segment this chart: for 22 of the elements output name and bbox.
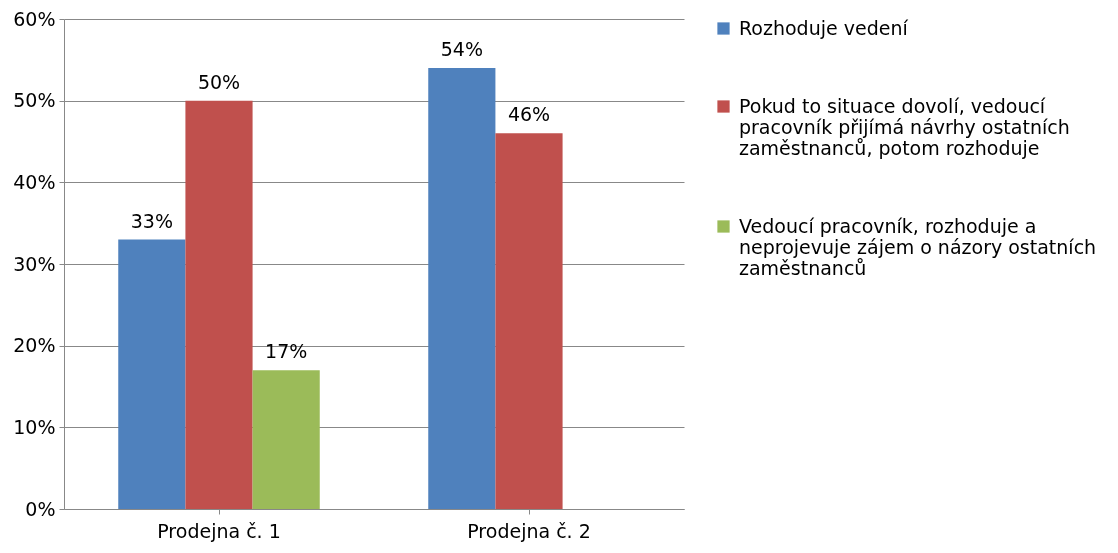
bar	[118, 239, 186, 509]
y-tick-label: 20%	[13, 334, 56, 357]
x-tick-label: Prodejna č. 2	[467, 519, 591, 542]
data-label: 33%	[130, 209, 173, 232]
y-tick-label: 10%	[13, 415, 56, 438]
bar	[495, 133, 563, 509]
bar	[185, 100, 253, 509]
y-tick-label: 30%	[13, 252, 56, 275]
data-label: 54%	[440, 38, 483, 60]
data-label: 50%	[197, 70, 241, 93]
bar	[252, 370, 320, 509]
legend-label: Rozhoduje vedení	[739, 16, 909, 39]
y-tick-label: 0%	[25, 497, 56, 520]
legend-label: Vedoucí pracovník, rozhoduje a neprojevuje zájem o názory ostatních zaměstnanců	[739, 214, 1097, 279]
x-tick-label: Prodejna č. 1	[157, 519, 281, 542]
legend-label: Pokud to situace dovolí, vedoucí pracovník přijímá návrhy ostatních zaměstnanců, potom rozhoduje	[739, 94, 1070, 159]
y-tick-label: 40%	[13, 170, 56, 193]
data-label: 17%	[265, 340, 308, 363]
bar	[428, 68, 496, 509]
data-label: 46%	[507, 103, 551, 126]
y-tick-label: 50%	[13, 89, 56, 112]
y-tick-label: 60%	[13, 7, 56, 30]
